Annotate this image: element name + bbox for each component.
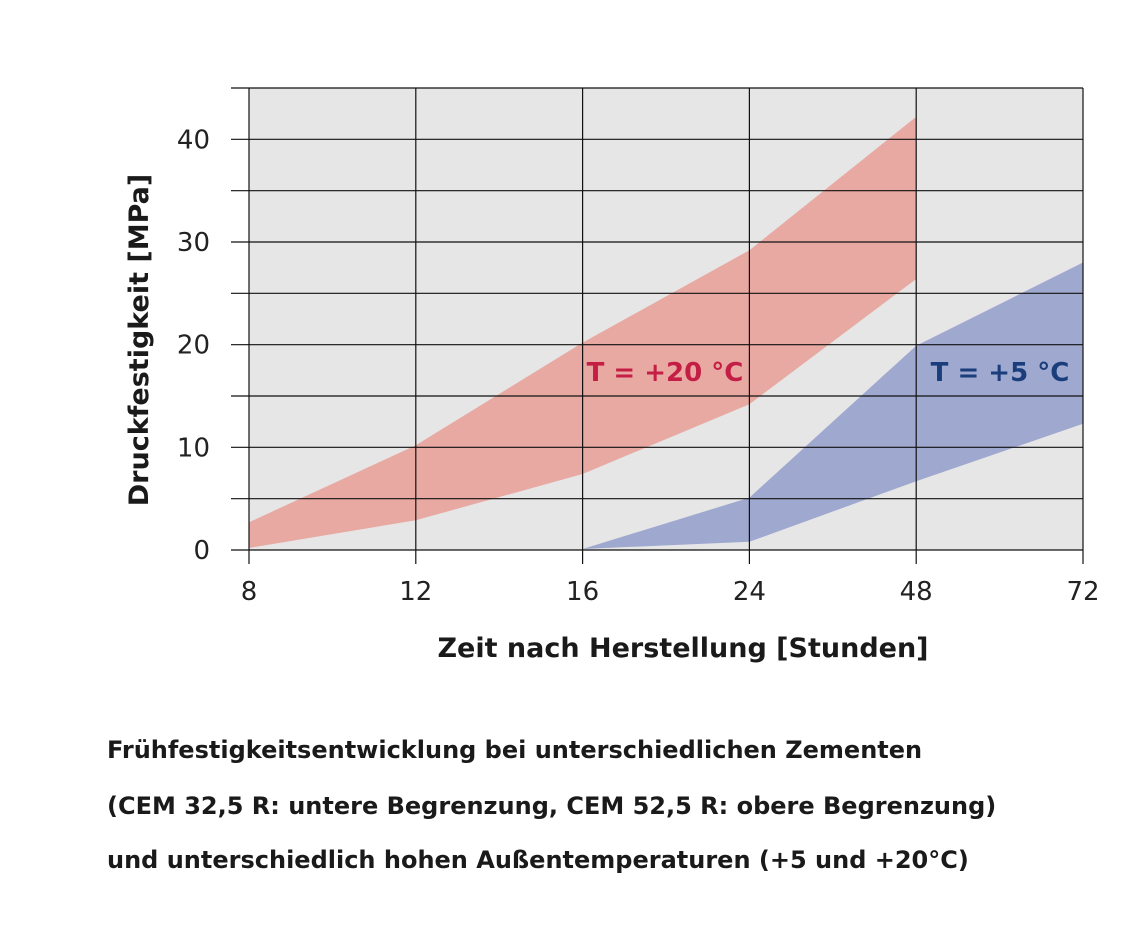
x-tick-label: 24 — [733, 577, 766, 607]
x-tick-label: 8 — [241, 577, 258, 607]
x-tick-label: 72 — [1066, 577, 1099, 607]
caption-line-3: und unterschiedlich hohen Außentemperatu… — [107, 846, 969, 874]
y-axis-label: Druckfestigkeit [MPa] — [124, 174, 155, 506]
y-tick-label: 40 — [177, 125, 210, 155]
x-tick-label: 48 — [900, 577, 933, 607]
chart: 0 10 20 30 40 8 12 16 24 48 72 T = +20 °C T = +5 °C… — [124, 87, 1100, 664]
y-tick-label: 20 — [177, 331, 210, 361]
caption-line-1: Frühfestigkeitsentwicklung bei unterschi… — [107, 736, 923, 764]
x-tick-label: 12 — [399, 577, 432, 607]
y-tick-label: 0 — [193, 536, 210, 566]
caption-line-2: (CEM 32,5 R: untere Begrenzung, CEM 52,5… — [107, 792, 997, 820]
x-axis-label: Zeit nach Herstellung [Stunden] — [437, 633, 928, 664]
band-label-plus-5c: T = +5 °C — [931, 358, 1070, 388]
x-tick-label: 16 — [566, 577, 599, 607]
band-plus-5c — [582, 262, 1083, 549]
y-tick-label: 30 — [177, 228, 210, 258]
y-tick-label: 10 — [177, 433, 210, 463]
band-label-plus-20c: T = +20 °C — [587, 358, 744, 388]
